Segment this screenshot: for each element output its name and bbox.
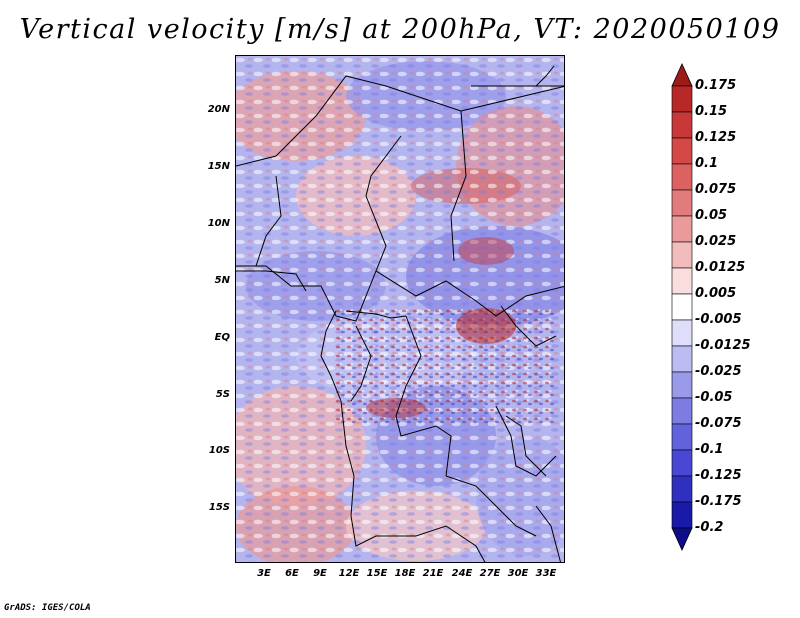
colorbar-bin <box>671 345 693 373</box>
colorbar-bin <box>671 215 693 243</box>
colorbar-label: -0.005 <box>695 312 742 327</box>
lon-label: 21E <box>422 568 444 579</box>
colorbar-scale <box>671 63 693 551</box>
lat-label: 20N <box>207 104 230 115</box>
colorbar-bin <box>671 137 693 165</box>
colorbar-bin <box>671 501 693 529</box>
colorbar-bin <box>671 85 693 113</box>
lon-label: 9E <box>313 568 327 579</box>
lat-label: 5S <box>215 389 230 400</box>
map-title: Vertical velocity [m/s] at 200hPa, VT: 2… <box>19 14 781 45</box>
colorbar-label: 0.125 <box>695 130 737 145</box>
grads-credit: GrADS: IGES/COLA <box>4 603 91 613</box>
colorbar-label: 0.05 <box>695 208 728 223</box>
colorbar-cap-bottom <box>671 527 693 551</box>
velocity-map <box>235 55 565 563</box>
colorbar-label: -0.0125 <box>695 338 751 353</box>
colorbar-bin <box>671 371 693 399</box>
colorbar-label: 0.15 <box>695 104 728 119</box>
colorbar-bin <box>671 111 693 139</box>
colorbar-bin <box>671 241 693 269</box>
colorbar-bin <box>671 189 693 217</box>
colorbar-bin <box>671 397 693 425</box>
colorbar-label: 0.0125 <box>695 260 746 275</box>
lat-label: 15S <box>208 502 230 513</box>
lon-label: 33E <box>535 568 557 579</box>
lon-label: 15E <box>366 568 388 579</box>
colorbar-bin <box>671 267 693 295</box>
colorbar-bin <box>671 163 693 191</box>
velocity-field <box>236 56 564 562</box>
lon-label: 27E <box>479 568 501 579</box>
colorbar-label: 0.075 <box>695 182 737 197</box>
colorbar-label: -0.075 <box>695 416 742 431</box>
colorbar-label: -0.2 <box>695 520 724 535</box>
colorbar-label: 0.175 <box>695 78 737 93</box>
colorbar-label: 0.025 <box>695 234 737 249</box>
lon-label: 18E <box>394 568 416 579</box>
lat-label: 10N <box>207 218 230 229</box>
lon-label: 3E <box>257 568 271 579</box>
colorbar-bin <box>671 475 693 503</box>
lon-label: 12E <box>338 568 360 579</box>
colorbar-label: 0.005 <box>695 286 737 301</box>
colorbar-label: -0.05 <box>695 390 733 405</box>
colorbar-label: -0.1 <box>695 442 724 457</box>
colorbar-label: 0.1 <box>695 156 719 171</box>
lon-label: 24E <box>451 568 473 579</box>
lat-label: 10S <box>208 445 230 456</box>
lon-label: 6E <box>285 568 299 579</box>
colorbar-label: -0.175 <box>695 494 742 509</box>
lon-label: 30E <box>507 568 529 579</box>
colorbar-label: -0.125 <box>695 468 742 483</box>
colorbar-bin <box>671 293 693 321</box>
lat-label: 5N <box>214 275 230 286</box>
colorbar-bin <box>671 423 693 451</box>
colorbar-bin <box>671 319 693 347</box>
colorbar-cap-top <box>671 63 693 87</box>
lat-label: EQ <box>214 332 230 343</box>
colorbar-bin <box>671 449 693 477</box>
lat-label: 15N <box>207 161 230 172</box>
colorbar-label: -0.025 <box>695 364 742 379</box>
